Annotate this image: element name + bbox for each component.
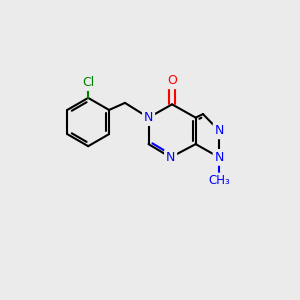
Text: N: N (166, 151, 175, 164)
Text: N: N (214, 151, 224, 164)
Text: N: N (144, 111, 153, 124)
Text: Cl: Cl (82, 76, 94, 89)
Text: CH₃: CH₃ (208, 174, 230, 188)
Text: N: N (214, 124, 224, 137)
Text: O: O (167, 74, 177, 87)
